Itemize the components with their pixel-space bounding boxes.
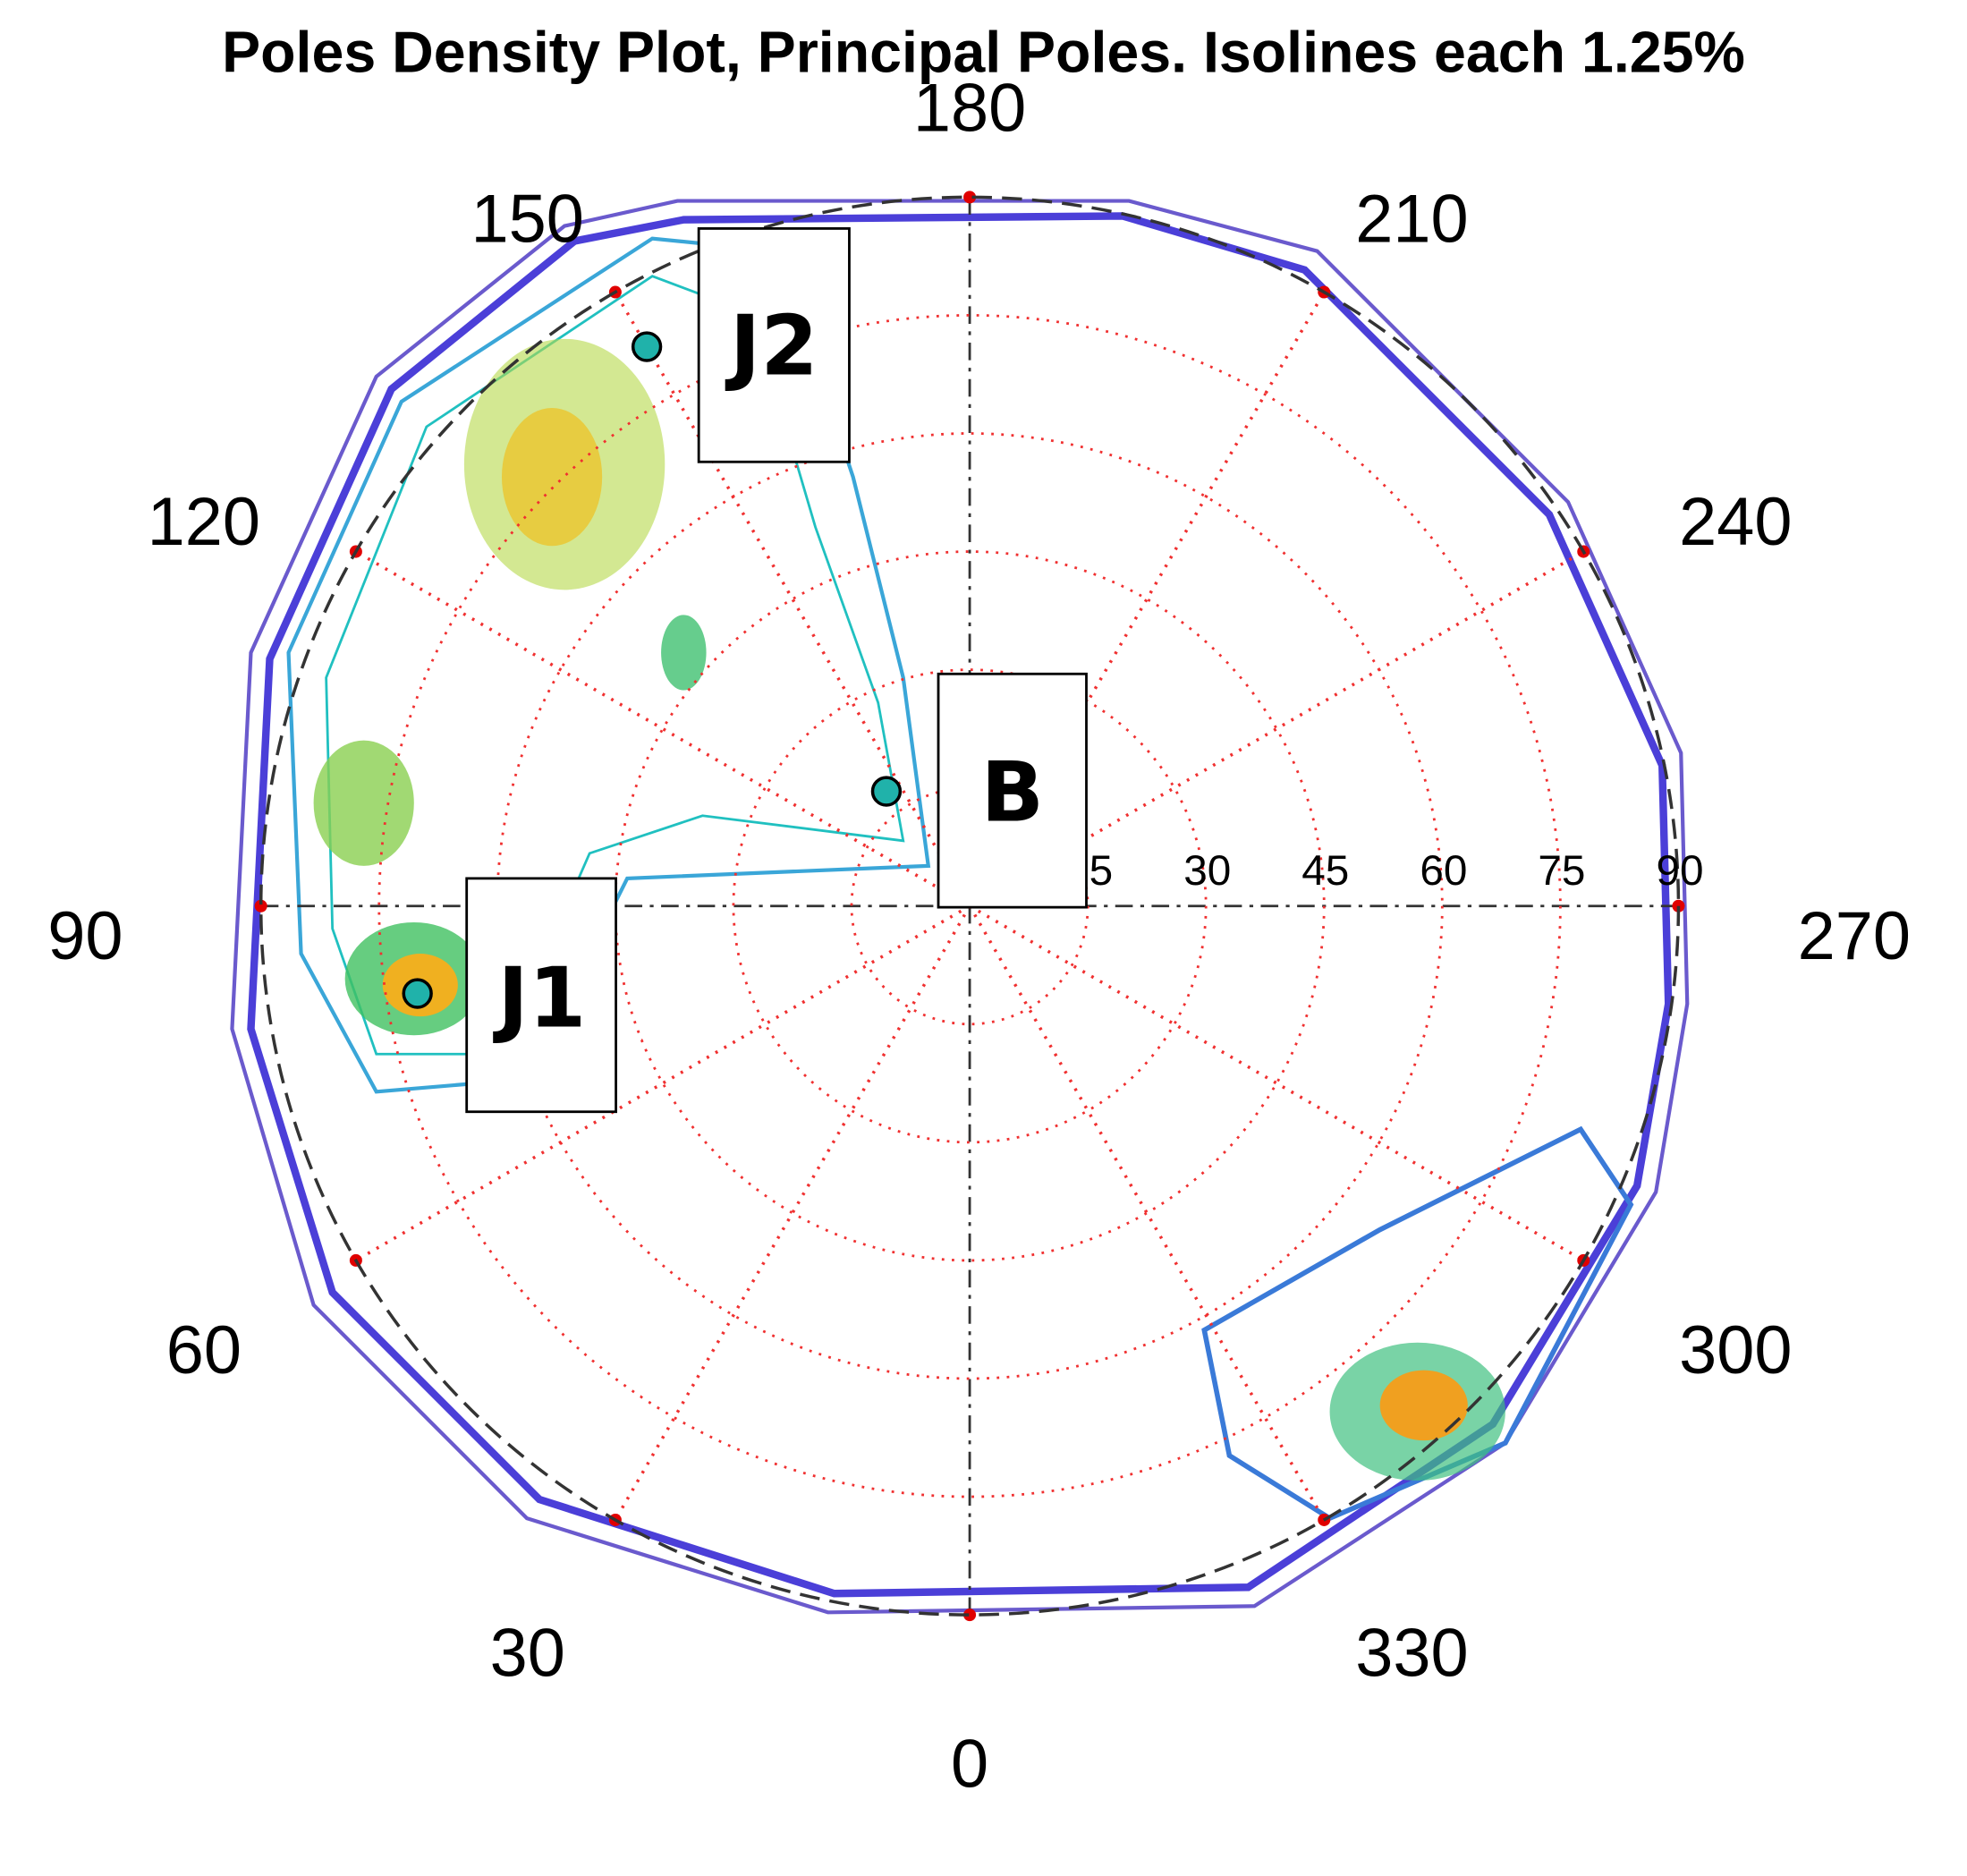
- pole-label: J2: [725, 297, 818, 394]
- dip-label: 75: [1538, 847, 1585, 895]
- pole-point: [631, 331, 663, 362]
- density-contour: [1201, 1125, 1634, 1522]
- density-contour: [247, 212, 1673, 1598]
- dip-label: 45: [1301, 847, 1349, 895]
- density-contours: [230, 199, 1690, 1615]
- density-spot: [661, 615, 707, 691]
- azimuth-line: [614, 904, 971, 1521]
- azimuth-label: 240: [1679, 484, 1792, 560]
- density-spot: [313, 740, 414, 866]
- pole-point: [402, 978, 433, 1009]
- dip-circle: [377, 314, 1562, 1498]
- dip-circle: [496, 432, 1444, 1380]
- azimuth-label: 270: [1798, 898, 1911, 974]
- label-box: [465, 877, 617, 1114]
- azimuth-line: [968, 904, 1326, 1521]
- azimuth-label: 120: [148, 484, 260, 560]
- outer-circle: [259, 195, 1681, 1617]
- density-spot: [1379, 1370, 1468, 1441]
- azimuth-tick: [963, 1609, 977, 1622]
- azimuth-line: [969, 904, 1585, 1262]
- azimuth-label: 210: [1355, 181, 1468, 257]
- azimuth-label: 90: [47, 898, 123, 974]
- poles: [402, 331, 903, 1009]
- density-contour: [286, 236, 931, 1094]
- azimuth-label: 60: [166, 1312, 242, 1388]
- azimuth-tick: [963, 191, 977, 204]
- azimuth-label: 180: [913, 70, 1026, 146]
- pole-point: [870, 776, 903, 807]
- pole-labels: J2 B J1: [465, 227, 1088, 1114]
- azimuth-tick: [254, 899, 267, 913]
- density-contour: [325, 275, 905, 1056]
- dip-label: 30: [1183, 847, 1231, 895]
- azimuth-label: 30: [490, 1616, 565, 1692]
- pole-label: J1: [492, 950, 586, 1047]
- azimuth-label: 150: [471, 181, 584, 257]
- azimuth-line: [354, 550, 971, 908]
- pole-label: B: [980, 744, 1044, 841]
- label-box: [697, 227, 851, 463]
- dip-label: 90: [1656, 847, 1703, 895]
- dip-label: 60: [1420, 847, 1467, 895]
- azimuth-label: 0: [951, 1727, 988, 1803]
- chart-title: Poles Density Plot, Principal Poles. Iso…: [222, 20, 1745, 84]
- azimuth-label: 330: [1355, 1616, 1468, 1692]
- azimuth-label: 300: [1679, 1312, 1792, 1388]
- label-box: [937, 672, 1088, 909]
- dip-circle: [614, 550, 1326, 1262]
- dip-circle: [850, 786, 1089, 1026]
- dip-circle: [732, 668, 1208, 1144]
- density-spot: [501, 407, 603, 547]
